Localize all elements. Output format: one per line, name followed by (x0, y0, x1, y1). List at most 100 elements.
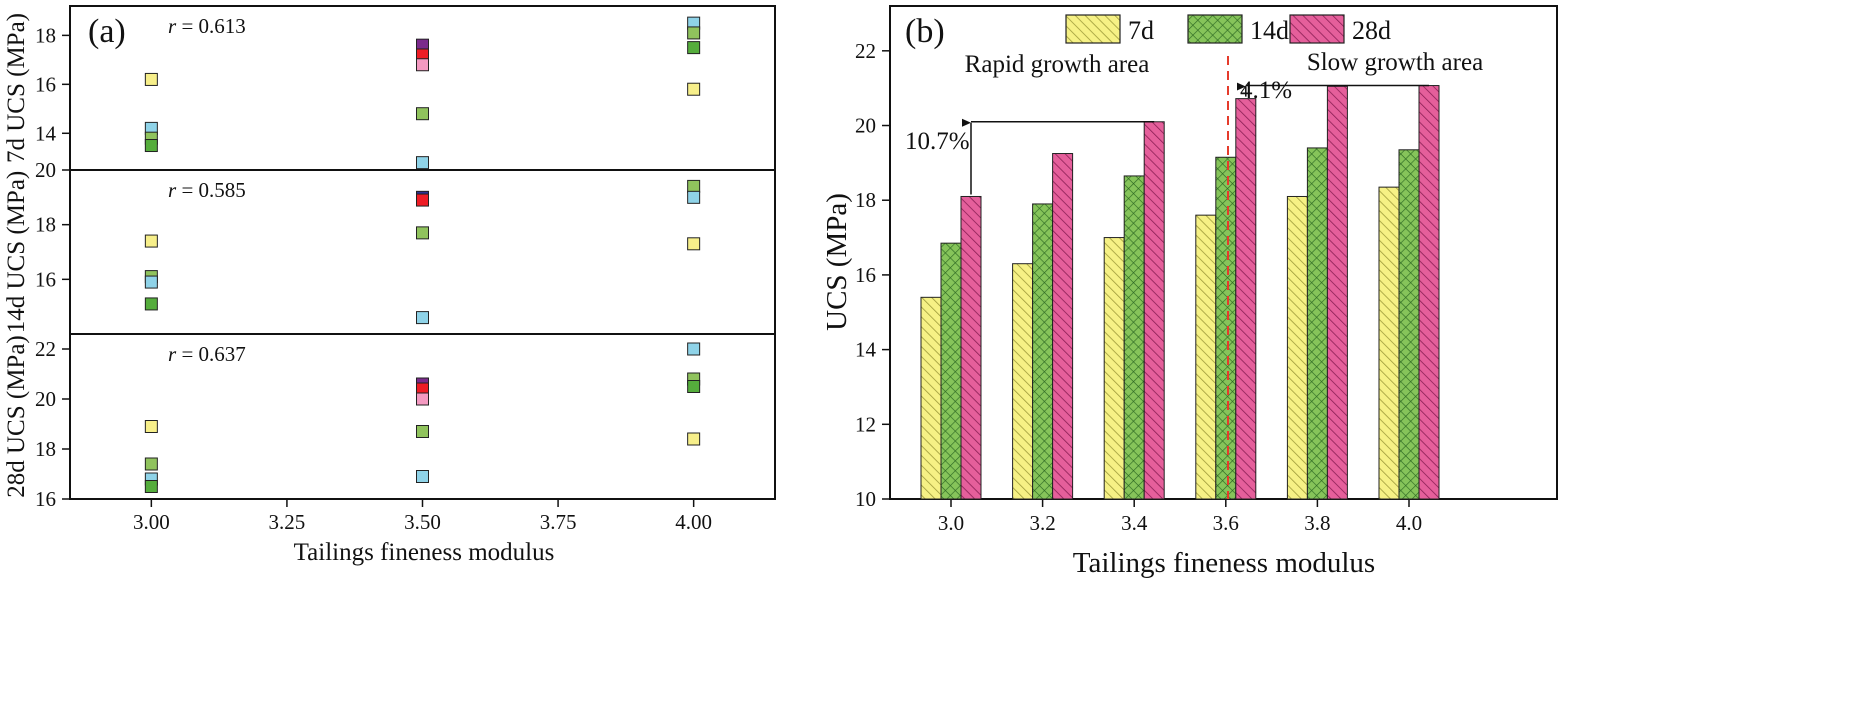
a-y-tick-label: 20 (35, 158, 56, 182)
bar-28d-3.8 (1326, 85, 1348, 500)
scatter-point (144, 457, 158, 471)
a-y-label: 14d UCS (MPa) (3, 171, 30, 334)
scatter-point (416, 58, 429, 72)
a-x-tick-label: 3.50 (404, 510, 441, 534)
legend-swatch-28d (1289, 14, 1345, 44)
correlation-symbol: r (168, 14, 177, 38)
legend-label-7d: 7d (1128, 16, 1154, 45)
b-y-tick-label: 20 (855, 114, 876, 138)
scatter-point (144, 139, 158, 153)
panel-b-label: (b) (905, 13, 945, 50)
scatter-point (144, 234, 158, 248)
bar-28d-3.6 (1235, 98, 1257, 500)
bar-14d-3.8 (1306, 147, 1328, 500)
bar-14d-3.2 (1032, 203, 1054, 500)
b-x-tick-label: 3.6 (1213, 511, 1239, 535)
growth-annotations: 10.7% 4.1% (905, 77, 1429, 195)
legend-label-14d: 14d (1250, 16, 1289, 45)
b-y-tick-label: 12 (855, 412, 876, 436)
scatter-point (416, 470, 429, 483)
slow-growth-label: Slow growth area (1307, 49, 1483, 76)
a-y-tick-label: 16 (35, 487, 56, 511)
legend-swatch-14d (1187, 14, 1243, 44)
bar-28d-3.0 (960, 195, 982, 500)
a-x-tick-label: 3.00 (133, 510, 170, 534)
correlation-label: r = 0.637 (168, 342, 246, 366)
correlation-symbol: r (168, 342, 177, 366)
bar-14d-3.6 (1215, 156, 1237, 500)
scatter-point (687, 237, 701, 251)
panel-b-x-label: Tailings fineness modulus (1073, 547, 1375, 579)
panel-b-bar: (b) 10 12 14 16 18 20 22 3.0 3.2 3.4 3.6 3.8 4.0 10… (821, 5, 1558, 579)
a-y-tick-label: 18 (35, 23, 56, 47)
a-x-tick-label: 3.75 (540, 510, 577, 534)
bar-7d-4.0 (1378, 186, 1400, 500)
scatter-point (144, 480, 158, 493)
scatter-point (416, 425, 429, 438)
a-x-tick-label: 4.00 (675, 510, 712, 534)
scatter-point (416, 193, 429, 207)
a-y-tick-label: 20 (35, 387, 56, 411)
a-y-label: 28d UCS (MPa) (3, 335, 30, 498)
correlation-label: r = 0.613 (168, 14, 246, 38)
b-x-tick-label: 3.2 (1029, 511, 1055, 535)
correlation-symbol: r (168, 178, 177, 202)
scatter-point (687, 342, 701, 356)
scatter-point (687, 432, 701, 446)
panel-b-bars (920, 85, 1440, 500)
panel-a-label: (a) (88, 13, 126, 50)
bar-28d-3.4 (1143, 121, 1165, 500)
scatter-point (416, 156, 429, 170)
correlation-value: = 0.585 (176, 178, 246, 202)
scatter-point (144, 297, 158, 311)
scatter-point (687, 179, 701, 193)
scatter-point (687, 380, 701, 393)
bar-7d-3.0 (920, 296, 942, 500)
scatter-point (416, 226, 429, 240)
legend-swatch-7d (1065, 14, 1121, 44)
scatter-point (416, 311, 429, 325)
b-x-tick-label: 3.4 (1121, 511, 1148, 535)
a-y-tick-label: 16 (35, 267, 56, 291)
scatter-point (687, 41, 701, 55)
bar-7d-3.8 (1286, 195, 1308, 500)
b-y-tick-label: 16 (855, 263, 876, 287)
bar-14d-3.0 (940, 242, 962, 500)
bar-14d-3.4 (1123, 175, 1145, 500)
scatter-point (144, 420, 158, 433)
correlation-label: r = 0.585 (168, 178, 246, 202)
a-y-tick-label: 22 (35, 337, 56, 361)
legend: 7d 14d 28d (1065, 14, 1391, 45)
legend-label-28d: 28d (1352, 16, 1391, 45)
panel-a-x-label: Tailings fineness modulus (294, 539, 555, 566)
slow-growth-pct-label: 4.1% (1240, 77, 1292, 104)
b-x-tick-label: 3.8 (1304, 511, 1330, 535)
a-y-tick-label: 18 (35, 213, 56, 237)
rapid-growth-label: Rapid growth area (965, 51, 1150, 78)
b-x-tick-label: 3.0 (938, 511, 964, 535)
correlation-value: = 0.613 (176, 14, 246, 38)
a-y-tick-label: 18 (35, 437, 56, 461)
scatter-point (416, 392, 429, 406)
scatter-point (687, 190, 701, 204)
b-y-tick-label: 10 (855, 487, 876, 511)
b-y-tick-label: 14 (855, 338, 877, 362)
panel-a-scatter: (a) 3.00 3.25 3.50 3.75 4.00 Tailings finene… (3, 5, 776, 566)
a-y-label: 7d UCS (MPa) (3, 13, 30, 163)
a-y-tick-label: 16 (35, 72, 56, 96)
bar-28d-4.0 (1418, 85, 1440, 500)
correlation-value: = 0.637 (176, 342, 246, 366)
rapid-growth-pct-label: 10.7% (905, 128, 970, 155)
scatter-point (144, 72, 158, 86)
panel-b-y-axis: 10 12 14 16 18 20 22 (855, 39, 890, 511)
scatter-point (144, 275, 158, 289)
a-x-tick-label: 3.25 (269, 510, 306, 534)
bar-7d-3.2 (1012, 263, 1034, 500)
bar-28d-3.2 (1052, 153, 1074, 500)
b-y-tick-label: 22 (855, 39, 876, 63)
a-y-tick-label: 14 (35, 121, 57, 145)
